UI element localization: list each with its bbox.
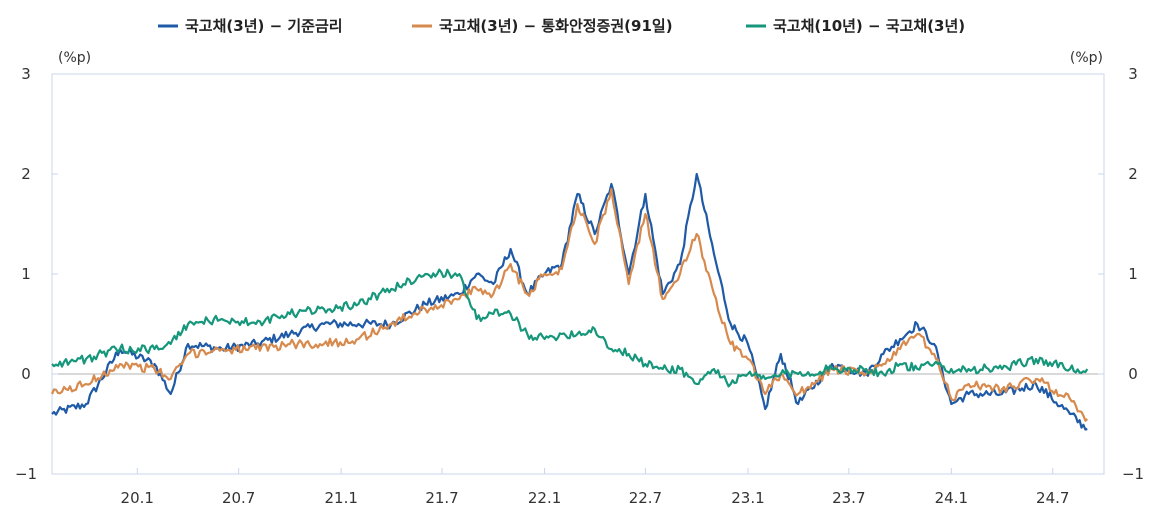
x-tick-label: 22.7	[629, 489, 662, 507]
right-tick-label: −1	[1122, 465, 1144, 483]
x-tick-label: 23.7	[832, 489, 865, 507]
series-line-2	[50, 187, 1089, 422]
left-axis-unit: (%p)	[58, 50, 91, 66]
legend-item-1: 국고채(3년) − 기준금리	[158, 17, 343, 35]
right-tick-label: 1	[1128, 265, 1138, 283]
legend-label: 국고채(3년) − 기준금리	[185, 17, 343, 35]
x-tick-label: 20.1	[121, 489, 154, 507]
legend-label: 국고채(10년) − 국고채(3년)	[773, 17, 965, 35]
x-tick-label: 22.1	[528, 489, 561, 507]
left-y-axis: −1 0 1 2 3	[15, 65, 58, 483]
x-axis: 20.1 20.7 21.1 21.7 22.1 22.7 23.1 23.7 24.1 24.7	[121, 468, 1069, 507]
x-tick-label: 21.1	[324, 489, 357, 507]
legend-item-3: 국고채(10년) − 국고채(3년)	[746, 17, 965, 35]
chart-legend: 국고채(3년) − 기준금리 국고채(3년) − 통화안정증권(91일) 국고채(1…	[158, 17, 965, 35]
left-tick-label: 3	[21, 65, 31, 83]
x-tick-label: 23.1	[731, 489, 764, 507]
left-tick-label: 1	[21, 265, 31, 283]
legend-item-2: 국고채(3년) − 통화안정증권(91일)	[412, 17, 673, 35]
left-tick-label: 2	[21, 165, 31, 183]
plot-frame	[51, 73, 1105, 475]
right-tick-label: 0	[1128, 365, 1138, 383]
left-tick-label: 0	[21, 365, 31, 383]
right-axis-unit: (%p)	[1070, 50, 1103, 66]
x-tick-label: 24.1	[935, 489, 968, 507]
series-lines	[50, 172, 1089, 431]
series-line-1	[51, 172, 1088, 431]
left-tick-label: −1	[15, 465, 37, 483]
x-tick-label: 24.7	[1036, 489, 1069, 507]
legend-label: 국고채(3년) − 통화안정증권(91일)	[439, 17, 673, 35]
right-y-axis: −1 0 1 2 3	[1098, 65, 1144, 483]
right-tick-label: 3	[1128, 65, 1138, 83]
series-line-3	[51, 268, 1089, 388]
right-tick-label: 2	[1128, 165, 1138, 183]
x-tick-label: 20.7	[222, 489, 255, 507]
x-tick-label: 21.7	[425, 489, 458, 507]
